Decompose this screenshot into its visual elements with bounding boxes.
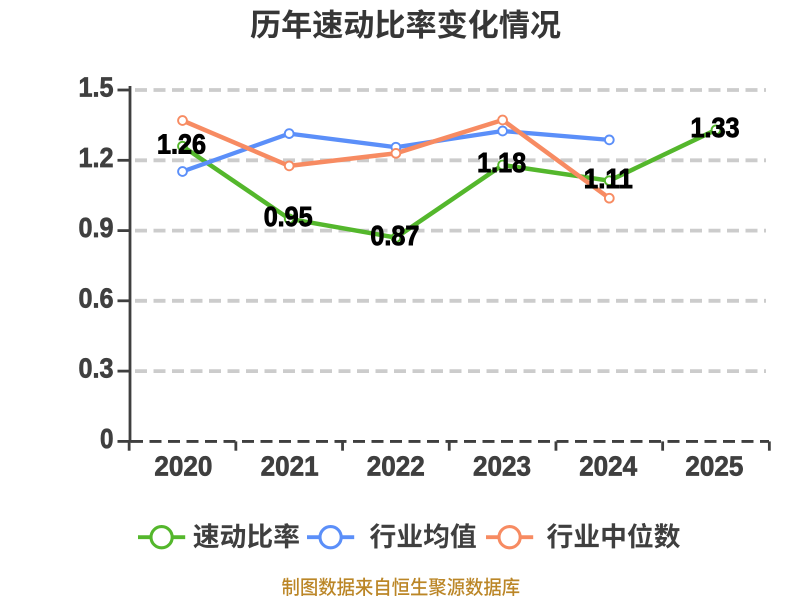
svg-text:2022: 2022: [367, 450, 425, 481]
svg-text:0.9: 0.9: [79, 212, 114, 243]
svg-text:0.95: 0.95: [264, 200, 313, 232]
svg-text:1.5: 1.5: [79, 72, 114, 103]
svg-text:2020: 2020: [154, 450, 212, 481]
svg-text:0.3: 0.3: [79, 353, 114, 384]
svg-text:2021: 2021: [261, 450, 319, 481]
svg-text:1.26: 1.26: [157, 127, 206, 159]
svg-text:0.6: 0.6: [79, 282, 114, 313]
svg-text:0: 0: [100, 423, 114, 454]
svg-text:1.18: 1.18: [477, 146, 526, 178]
svg-text:0.87: 0.87: [370, 219, 419, 251]
svg-text:2025: 2025: [685, 450, 743, 481]
svg-text:2023: 2023: [473, 450, 531, 481]
svg-text:1.11: 1.11: [584, 162, 633, 194]
svg-text:2024: 2024: [579, 450, 637, 481]
svg-text:1.2: 1.2: [79, 142, 114, 173]
svg-text:1.33: 1.33: [691, 111, 740, 143]
